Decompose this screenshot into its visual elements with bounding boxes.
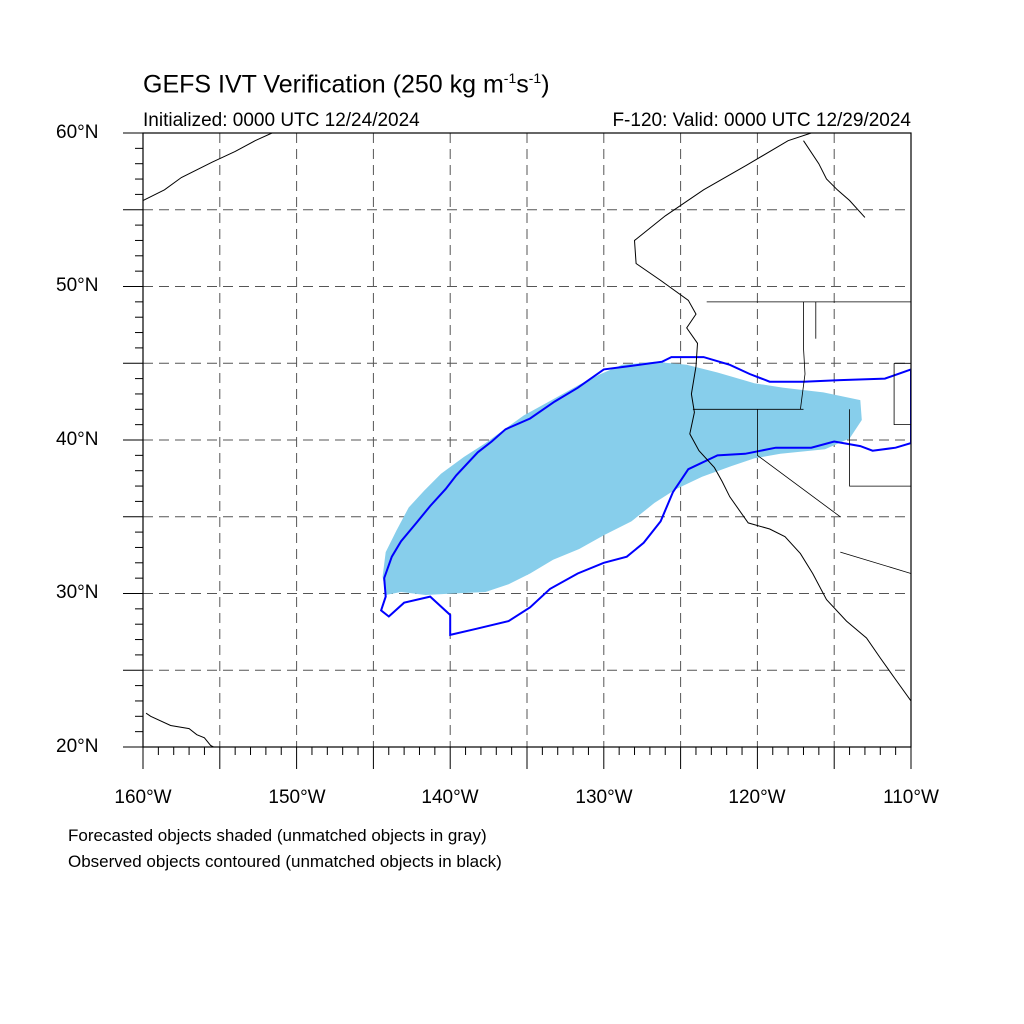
lat-label-30: 30°N (56, 582, 99, 603)
state-boundaries (692, 301, 911, 574)
lon-label-150w: 150°W (268, 787, 326, 808)
hawaii-islands-line (145, 712, 215, 747)
state-boundary-line (840, 551, 911, 574)
state-boundary-line (893, 363, 911, 426)
observed-note: Observed objects contoured (unmatched ob… (68, 852, 502, 871)
lat-label-50: 50°N (56, 275, 99, 296)
lat-label-20: 20°N (56, 736, 99, 757)
west-coast-line (633, 133, 911, 702)
axis-ticks (123, 132, 912, 769)
state-boundary-line (849, 409, 911, 487)
lon-label-130w: 130°W (575, 787, 633, 808)
lon-label-140w: 140°W (421, 787, 479, 808)
forecast-object-shaded (382, 361, 862, 595)
lon-label-110w: 110°W (883, 787, 939, 808)
lon-label-160w: 160°W (114, 787, 172, 808)
map-title: GEFS IVT Verification (250 kg m-1s-1) (143, 70, 550, 99)
forecast-note: Forecasted objects shaded (unmatched obj… (68, 826, 487, 845)
inland-boundary-line (803, 140, 866, 218)
coastlines (143, 133, 911, 747)
state-boundary-line (800, 301, 806, 410)
state-boundary-line (757, 409, 841, 518)
valid-time: F-120: Valid: 0000 UTC 12/29/2024 (612, 110, 911, 131)
lon-label-120w: 120°W (728, 787, 786, 808)
observed-object-contour (379, 356, 911, 637)
lat-label-60: 60°N (56, 122, 99, 143)
initialized-time: Initialized: 0000 UTC 12/24/2024 (143, 110, 420, 131)
alaska-coast-line (143, 133, 273, 201)
lat-label-40: 40°N (56, 429, 99, 450)
